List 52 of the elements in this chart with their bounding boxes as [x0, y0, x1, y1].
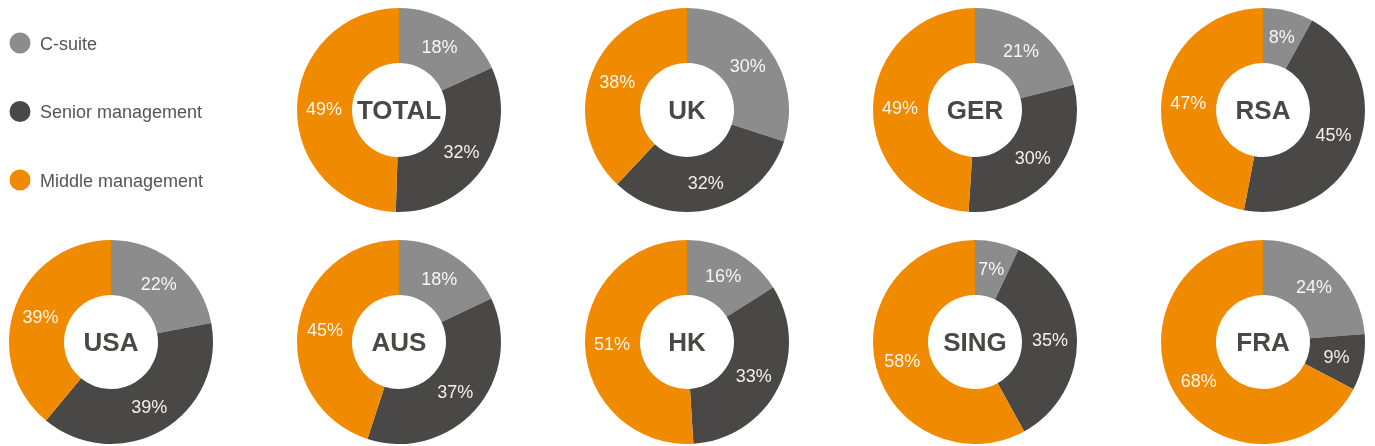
text: HK — [668, 327, 706, 357]
data-label: 49% — [882, 97, 919, 118]
data-label: 30% — [1014, 147, 1051, 168]
data-label: 51% — [594, 334, 631, 355]
data-label: 68% — [1180, 370, 1217, 391]
text: SING — [943, 327, 1007, 357]
data-label: 47% — [1170, 92, 1207, 113]
data-label: 30% — [729, 55, 766, 76]
donut-slice — [1263, 8, 1313, 69]
data-label: 45% — [1315, 125, 1352, 146]
donut-slice — [873, 240, 1025, 444]
text: TOTAL — [356, 95, 442, 125]
data-label: 37% — [437, 381, 474, 402]
donut-slice — [975, 240, 1019, 300]
data-label: 8% — [1268, 27, 1295, 48]
text: AUS — [371, 327, 427, 357]
data-label: 7% — [978, 258, 1005, 279]
data-label: 9% — [1323, 347, 1350, 368]
donut-slice — [111, 240, 212, 334]
data-label: 32% — [443, 141, 480, 162]
donut-slice — [617, 124, 785, 212]
data-label: 39% — [22, 306, 59, 327]
legend-label: C-suite — [40, 33, 98, 54]
data-label: 16% — [705, 266, 742, 287]
data-label: 18% — [421, 36, 458, 57]
legend-label: Senior management — [40, 102, 203, 122]
data-label: 32% — [687, 172, 724, 193]
data-label: 49% — [305, 98, 343, 119]
donut-slice — [399, 8, 492, 91]
text: FRA — [1236, 327, 1290, 357]
donut-slice — [687, 240, 774, 317]
data-label: 39% — [131, 396, 168, 417]
data-label: 45% — [306, 320, 343, 341]
donut-slice — [975, 8, 1074, 99]
donut-slice — [399, 240, 492, 322]
text: UK — [668, 95, 706, 125]
data-label: 58% — [884, 350, 921, 371]
data-label: 33% — [735, 366, 772, 387]
data-label: 18% — [421, 268, 458, 289]
text: USA — [83, 327, 139, 357]
data-label: 38% — [599, 72, 636, 93]
data-label: 21% — [1002, 40, 1039, 61]
donut-slice — [367, 298, 501, 444]
data-label: 24% — [1295, 276, 1332, 297]
data-label: 35% — [1031, 329, 1068, 350]
text: GER — [946, 95, 1004, 125]
text: RSA — [1235, 95, 1291, 125]
donut-slice — [1304, 334, 1365, 390]
legend-label: Middle management — [40, 170, 204, 191]
donut-slice — [45, 322, 213, 444]
data-label: 22% — [140, 274, 177, 295]
donut-slice — [1161, 240, 1354, 444]
